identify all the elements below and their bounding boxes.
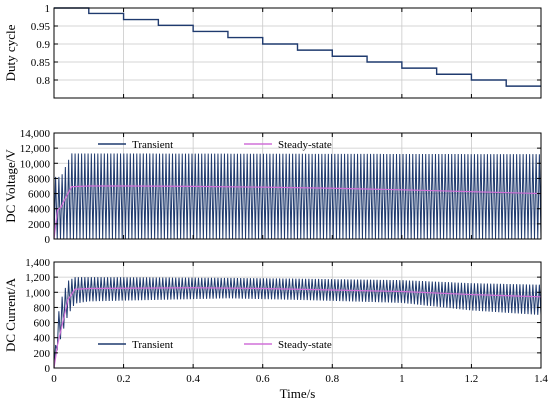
legend-label: Steady-state (278, 339, 332, 351)
x-tick-label: 0.2 (117, 373, 131, 385)
y-axis-label: Duty cycle (3, 24, 18, 81)
axes-frame (53, 132, 542, 240)
x-axis-label: Time/s (280, 386, 316, 401)
x-tick-label: 1.2 (465, 373, 479, 385)
legend: Transient Steady-state (98, 139, 332, 151)
y-tick-label: 600 (34, 318, 51, 330)
legend-label: Transient (132, 139, 173, 151)
series-steady-state (53, 185, 542, 240)
x-tick-label: 1 (399, 373, 405, 385)
x-tick-label: 0.8 (325, 373, 339, 385)
y-tick-label: 0 (45, 363, 51, 375)
duty-cycle-step-line (54, 7, 541, 87)
y-tick-label: 1,000 (25, 287, 50, 299)
y-tick-label: 0.95 (31, 21, 51, 33)
legend: Transient Steady-state (98, 339, 332, 351)
y-tick-label: 400 (34, 333, 51, 345)
axes-frame (53, 7, 542, 99)
y-tick-label: 1,200 (25, 272, 50, 284)
y-tick-label: 6000 (28, 189, 51, 201)
series-transient (53, 277, 542, 369)
plot-area (54, 8, 541, 98)
x-tick-label: 0.6 (256, 373, 270, 385)
y-tick-label: 200 (34, 348, 51, 360)
y-axis-label: DC Current/A (3, 277, 18, 352)
x-tick-label: 0 (51, 373, 57, 385)
y-tick-label: 0.9 (36, 39, 50, 51)
y-tick-label: 0.85 (31, 57, 51, 69)
legend-label: Transient (132, 339, 173, 351)
y-axis-label: DC Voltage/V (3, 149, 18, 223)
y-tick-label: 0.8 (36, 75, 50, 87)
y-tick-label: 12,000 (20, 143, 51, 155)
y-tick-label: 14,000 (20, 128, 51, 140)
axes-frame (53, 261, 542, 369)
legend-label: Steady-state (278, 139, 332, 151)
y-tick-label: 4000 (28, 204, 51, 216)
y-tick-label: 800 (34, 302, 51, 314)
y-tick-label: 10,000 (20, 158, 51, 170)
x-tick-label: 0.4 (186, 373, 200, 385)
series-steady-state (53, 287, 542, 369)
dc-current-panel: 0 200 400 600 800 1,000 1,200 1,400 0 0.2 0.4 0.6 0.… (3, 257, 548, 401)
y-tick-label: 8000 (28, 173, 51, 185)
y-tick-label: 1 (45, 3, 51, 15)
y-tick-label: 1,400 (25, 257, 50, 269)
x-tick-label: 1.4 (534, 373, 548, 385)
y-tick-label: 0 (45, 234, 51, 246)
y-tick-label: 2000 (28, 219, 51, 231)
plot-area (54, 262, 541, 368)
duty-cycle-panel: 0.8 0.85 0.9 0.95 1 Duty cycle (3, 3, 542, 99)
